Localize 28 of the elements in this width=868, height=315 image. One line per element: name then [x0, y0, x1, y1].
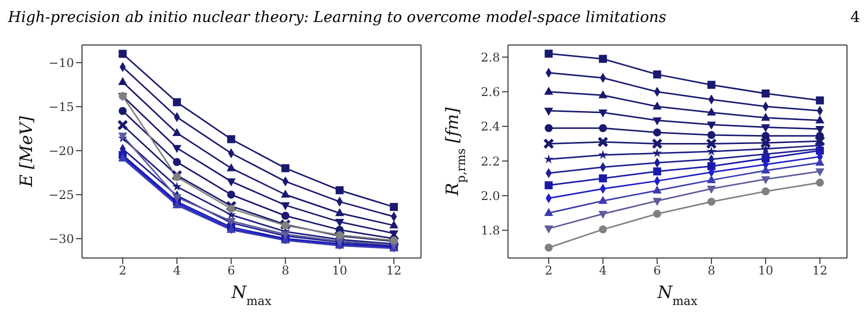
y-tick-label: 2.6	[480, 85, 500, 100]
x-tick-label: 4	[173, 264, 182, 278]
y-tick-label: 1.8	[480, 224, 500, 238]
y-tick-label: 2.0	[480, 188, 500, 203]
y-tick-label: −25	[48, 188, 74, 202]
y-tick-label: −20	[48, 144, 74, 158]
y-axis-title: E [MeV]	[17, 116, 37, 188]
x-axis-title: N$_{max}$	[656, 283, 698, 308]
x-tick-label: 12	[812, 264, 828, 278]
x-tick-label: 12	[386, 264, 402, 278]
text: 4	[850, 8, 860, 26]
y-tick-label: −15	[48, 100, 74, 114]
x-tick-label: 6	[653, 264, 661, 278]
y-tick-label: 2.8	[480, 50, 500, 64]
x-tick-label: 2	[118, 264, 126, 278]
x-tick-label: 8	[708, 264, 716, 278]
x-tick-label: 4	[599, 264, 608, 278]
x-tick-label: 2	[544, 264, 552, 278]
y-tick-label: 2.2	[480, 154, 500, 168]
y-tick-label: −10	[48, 56, 74, 70]
chart-title: High-precision ab initio nuclear theory: Learning to overcome model-space limitations	[8, 8, 666, 26]
x-axis-title: N$_{max}$	[230, 283, 272, 308]
x-tick-label: 6	[227, 264, 235, 278]
x-tick-label: 10	[758, 264, 774, 278]
y-tick-label: 2.4	[480, 120, 500, 134]
x-tick-label: 8	[282, 264, 290, 278]
y-tick-label: −30	[48, 232, 74, 246]
x-tick-label: 10	[332, 264, 348, 278]
